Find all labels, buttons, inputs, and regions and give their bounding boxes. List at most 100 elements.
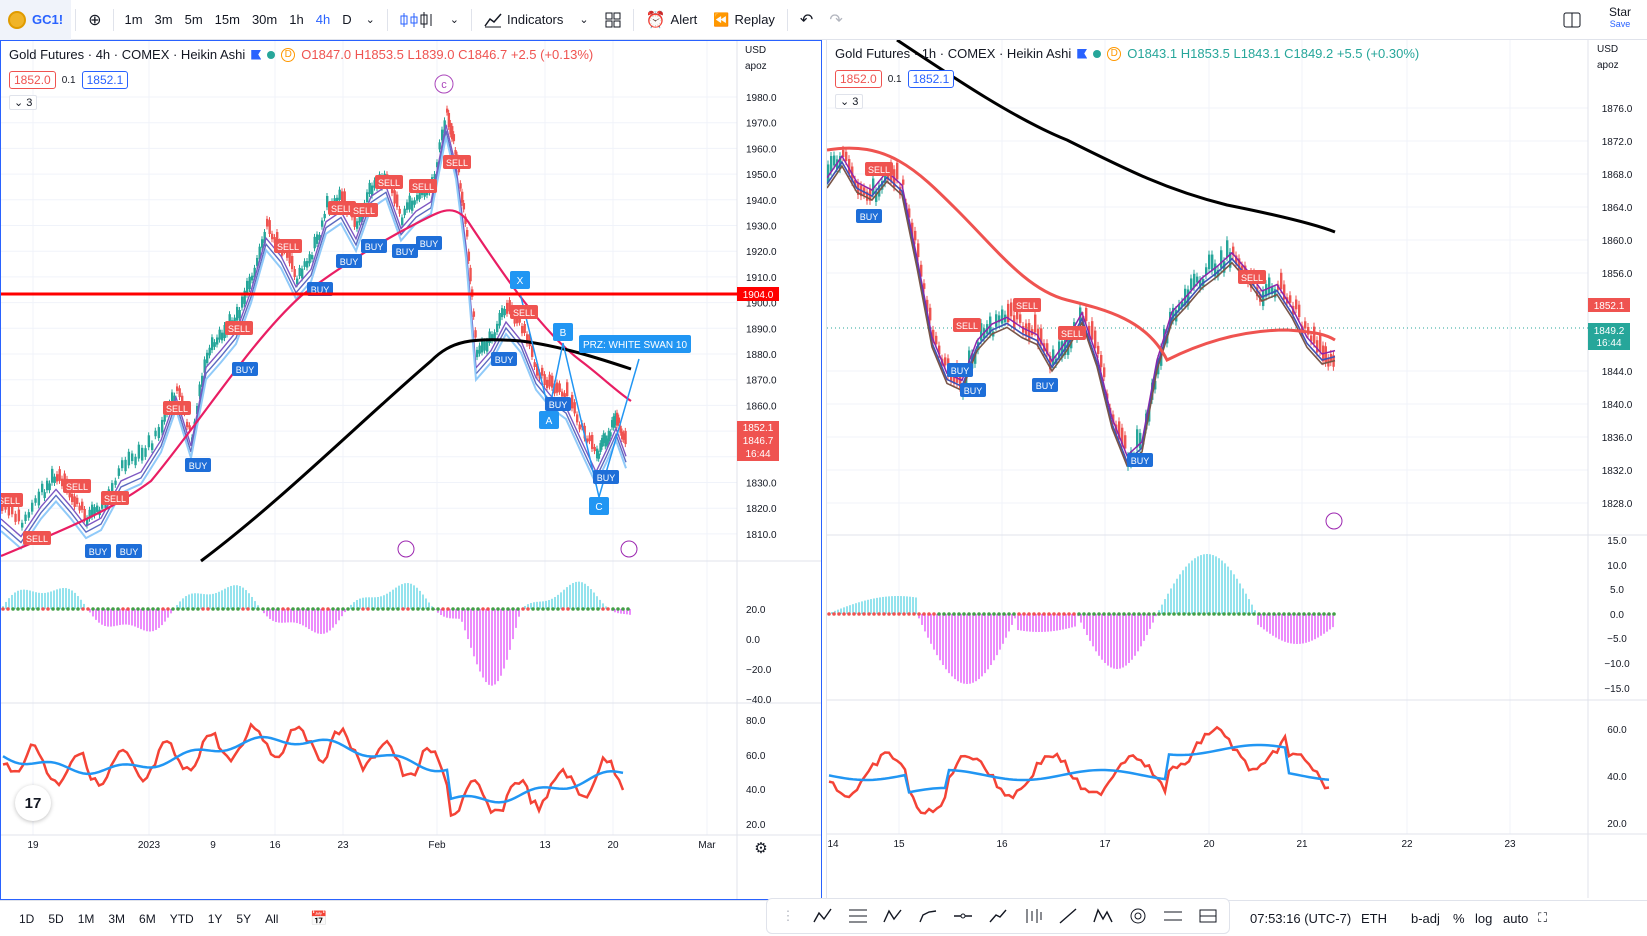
bid-price[interactable]: 1852.0 xyxy=(9,71,56,89)
buy-signal-marker[interactable] xyxy=(856,209,882,223)
interval-1m[interactable]: 1m xyxy=(124,12,143,27)
indicators-collapse-toggle[interactable]: ⌄ 3 xyxy=(835,94,864,109)
chart-canvas-4h[interactable]: 1980.01970.01960.01950.01940.01930.01920… xyxy=(1,41,821,899)
fib-circle-icon[interactable] xyxy=(1127,905,1149,927)
tradingview-logo[interactable]: 17 xyxy=(15,785,51,821)
buy-signal-marker[interactable] xyxy=(85,544,111,558)
adjustment-toggle[interactable]: b-adj xyxy=(1411,910,1440,926)
interval-1h[interactable]: 1h xyxy=(289,12,304,27)
wave-label-circle[interactable] xyxy=(434,74,454,94)
parallel-channel-icon[interactable] xyxy=(1162,905,1184,927)
auto-scale-toggle[interactable]: auto xyxy=(1503,910,1529,926)
buy-signal-marker[interactable] xyxy=(491,352,517,366)
prz-label-box[interactable] xyxy=(579,335,691,353)
indicators-collapse-toggle[interactable]: ⌄ 3 xyxy=(9,95,38,110)
sell-signal-marker[interactable] xyxy=(101,491,129,505)
fib-retracement-icon[interactable] xyxy=(847,905,869,927)
range-YTD[interactable]: YTD xyxy=(169,911,194,926)
sell-signal-marker[interactable] xyxy=(409,179,437,193)
alert-button[interactable]: ⏰ Alert xyxy=(638,0,706,40)
buy-signal-marker[interactable] xyxy=(232,362,258,376)
sell-signal-marker[interactable] xyxy=(953,318,981,332)
range-6M[interactable]: 6M xyxy=(139,911,156,926)
indicators-button[interactable]: Indicators xyxy=(476,0,571,40)
buy-signal-marker[interactable] xyxy=(1127,453,1153,467)
ray-line-icon[interactable] xyxy=(1057,905,1079,927)
clock-label[interactable]: 07:53:16 (UTC-7) xyxy=(1250,910,1352,926)
currency-label[interactable]: USD xyxy=(745,45,766,56)
sell-signal-marker[interactable] xyxy=(274,239,302,253)
path-tool-icon[interactable] xyxy=(917,905,939,927)
buy-signal-marker[interactable] xyxy=(116,544,142,558)
xabcd-pattern-icon[interactable] xyxy=(1092,905,1114,927)
buy-signal-marker[interactable] xyxy=(361,239,387,253)
sell-signal-marker[interactable] xyxy=(865,162,893,176)
fullscreen-button[interactable]: ⛶ xyxy=(1538,900,1547,936)
bid-ask-box[interactable]: 1852.0 0.1 1852.1 xyxy=(835,70,955,88)
abcd-pattern-icon[interactable] xyxy=(882,905,904,927)
range-1Y[interactable]: 1Y xyxy=(207,911,223,926)
buy-signal-marker[interactable] xyxy=(1032,378,1058,392)
horizontal-line-icon[interactable] xyxy=(952,905,974,927)
buy-signal-marker[interactable] xyxy=(416,236,442,250)
sell-signal-marker[interactable] xyxy=(1,493,23,507)
undo-button[interactable]: ↶ xyxy=(792,0,821,40)
interval-dropdown[interactable]: ⌄ xyxy=(358,0,383,40)
sell-signal-marker[interactable] xyxy=(350,203,378,217)
bid-price[interactable]: 1852.0 xyxy=(835,70,882,88)
dots-handle-icon[interactable]: ⋮ xyxy=(781,908,795,923)
chart-style-dropdown[interactable]: ⌄ xyxy=(442,0,467,40)
ask-price[interactable]: 1852.1 xyxy=(907,70,955,88)
interval-4h[interactable]: 4h xyxy=(315,12,331,27)
sell-signal-marker[interactable] xyxy=(510,305,538,319)
goto-date-button[interactable]: 📅 xyxy=(303,910,334,927)
sell-signal-marker[interactable] xyxy=(443,155,471,169)
buy-signal-marker[interactable] xyxy=(947,363,973,377)
panel-toggle-button[interactable] xyxy=(1555,0,1589,40)
bar-style-button[interactable] xyxy=(392,0,442,40)
chart-pane-4h[interactable]: 1980.0 1970.0 1960.0 1950.0 1940.0 1930.0 1920… xyxy=(0,40,822,900)
pattern-tool-icon[interactable] xyxy=(812,905,834,927)
sell-signal-marker[interactable] xyxy=(1013,298,1041,312)
range-1D[interactable]: 1D xyxy=(19,911,35,926)
pattern-point-marker[interactable] xyxy=(510,271,530,289)
replay-button[interactable]: ⏪ Replay xyxy=(705,0,783,40)
interval-15m[interactable]: 15m xyxy=(214,12,240,27)
range-All[interactable]: All xyxy=(265,911,279,926)
harmonic-pattern-line[interactable] xyxy=(519,292,640,500)
buy-signal-marker[interactable] xyxy=(336,254,362,268)
currency-label[interactable]: USD xyxy=(1597,44,1618,55)
sell-signal-marker[interactable] xyxy=(1058,326,1086,340)
pattern-point-marker[interactable] xyxy=(539,411,559,429)
chart-canvas-1h[interactable]: 1876.0 1872.0 1868.0 1864.0 1860.0 1856.0 1844… xyxy=(827,40,1647,898)
trend-line-icon[interactable] xyxy=(987,905,1009,927)
event-icon[interactable] xyxy=(397,540,415,558)
sell-signal-marker[interactable] xyxy=(23,531,51,545)
symbol-search-button[interactable]: GC1! xyxy=(0,0,72,40)
interval-3m[interactable]: 3m xyxy=(154,12,173,27)
redo-button[interactable]: ↷ xyxy=(821,0,850,40)
buy-signal-marker[interactable] xyxy=(545,397,571,411)
range-5D[interactable]: 5D xyxy=(48,911,64,926)
buy-signal-marker[interactable] xyxy=(392,244,418,258)
sell-signal-marker[interactable] xyxy=(63,479,91,493)
flag-icon[interactable] xyxy=(251,49,262,60)
buy-signal-marker[interactable] xyxy=(593,470,619,484)
chart-pane-1h[interactable]: 1876.0 1872.0 1868.0 1864.0 1860.0 1856.0 1844… xyxy=(826,40,1647,900)
session-toggle[interactable]: ETH xyxy=(1361,910,1387,926)
flag-icon[interactable] xyxy=(1077,48,1088,59)
layout-button[interactable] xyxy=(597,0,629,40)
sell-signal-marker[interactable] xyxy=(375,175,403,189)
range-1M[interactable]: 1M xyxy=(77,911,95,926)
scale-mode-label[interactable]: apoz xyxy=(745,61,767,72)
chart-settings-gear-icon[interactable]: ⚙ xyxy=(754,840,767,857)
sell-signal-marker[interactable] xyxy=(225,321,253,335)
sell-signal-marker[interactable] xyxy=(163,401,191,415)
indicators-dropdown[interactable]: ⌄ xyxy=(571,0,596,40)
range-5Y[interactable]: 5Y xyxy=(236,911,252,926)
scale-mode-label[interactable]: apoz xyxy=(1597,60,1619,71)
range-3M[interactable]: 3M xyxy=(108,911,126,926)
bid-ask-box[interactable]: 1852.0 0.1 1852.1 xyxy=(9,71,129,89)
sell-signal-marker[interactable] xyxy=(1238,270,1266,284)
sell-signal-marker[interactable] xyxy=(328,201,356,215)
